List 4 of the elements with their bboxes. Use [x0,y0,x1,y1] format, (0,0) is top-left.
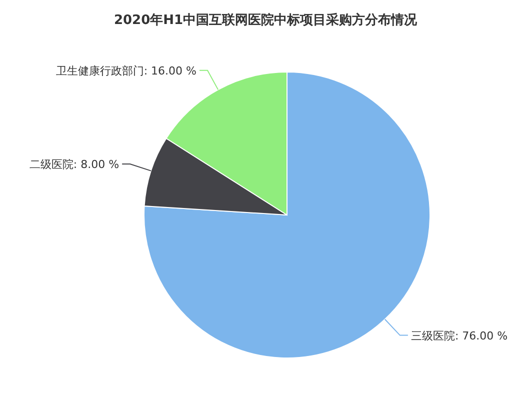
slice-label: 三级医院: 76.00 % [410,329,508,342]
chart-title: 2020年H1中国互联网医院中标项目采购方分布情况 [114,12,418,28]
slice-label: 卫生健康行政部门: 16.00 % [56,64,197,78]
slice-label: 二级医院: 8.00 % [29,158,120,172]
